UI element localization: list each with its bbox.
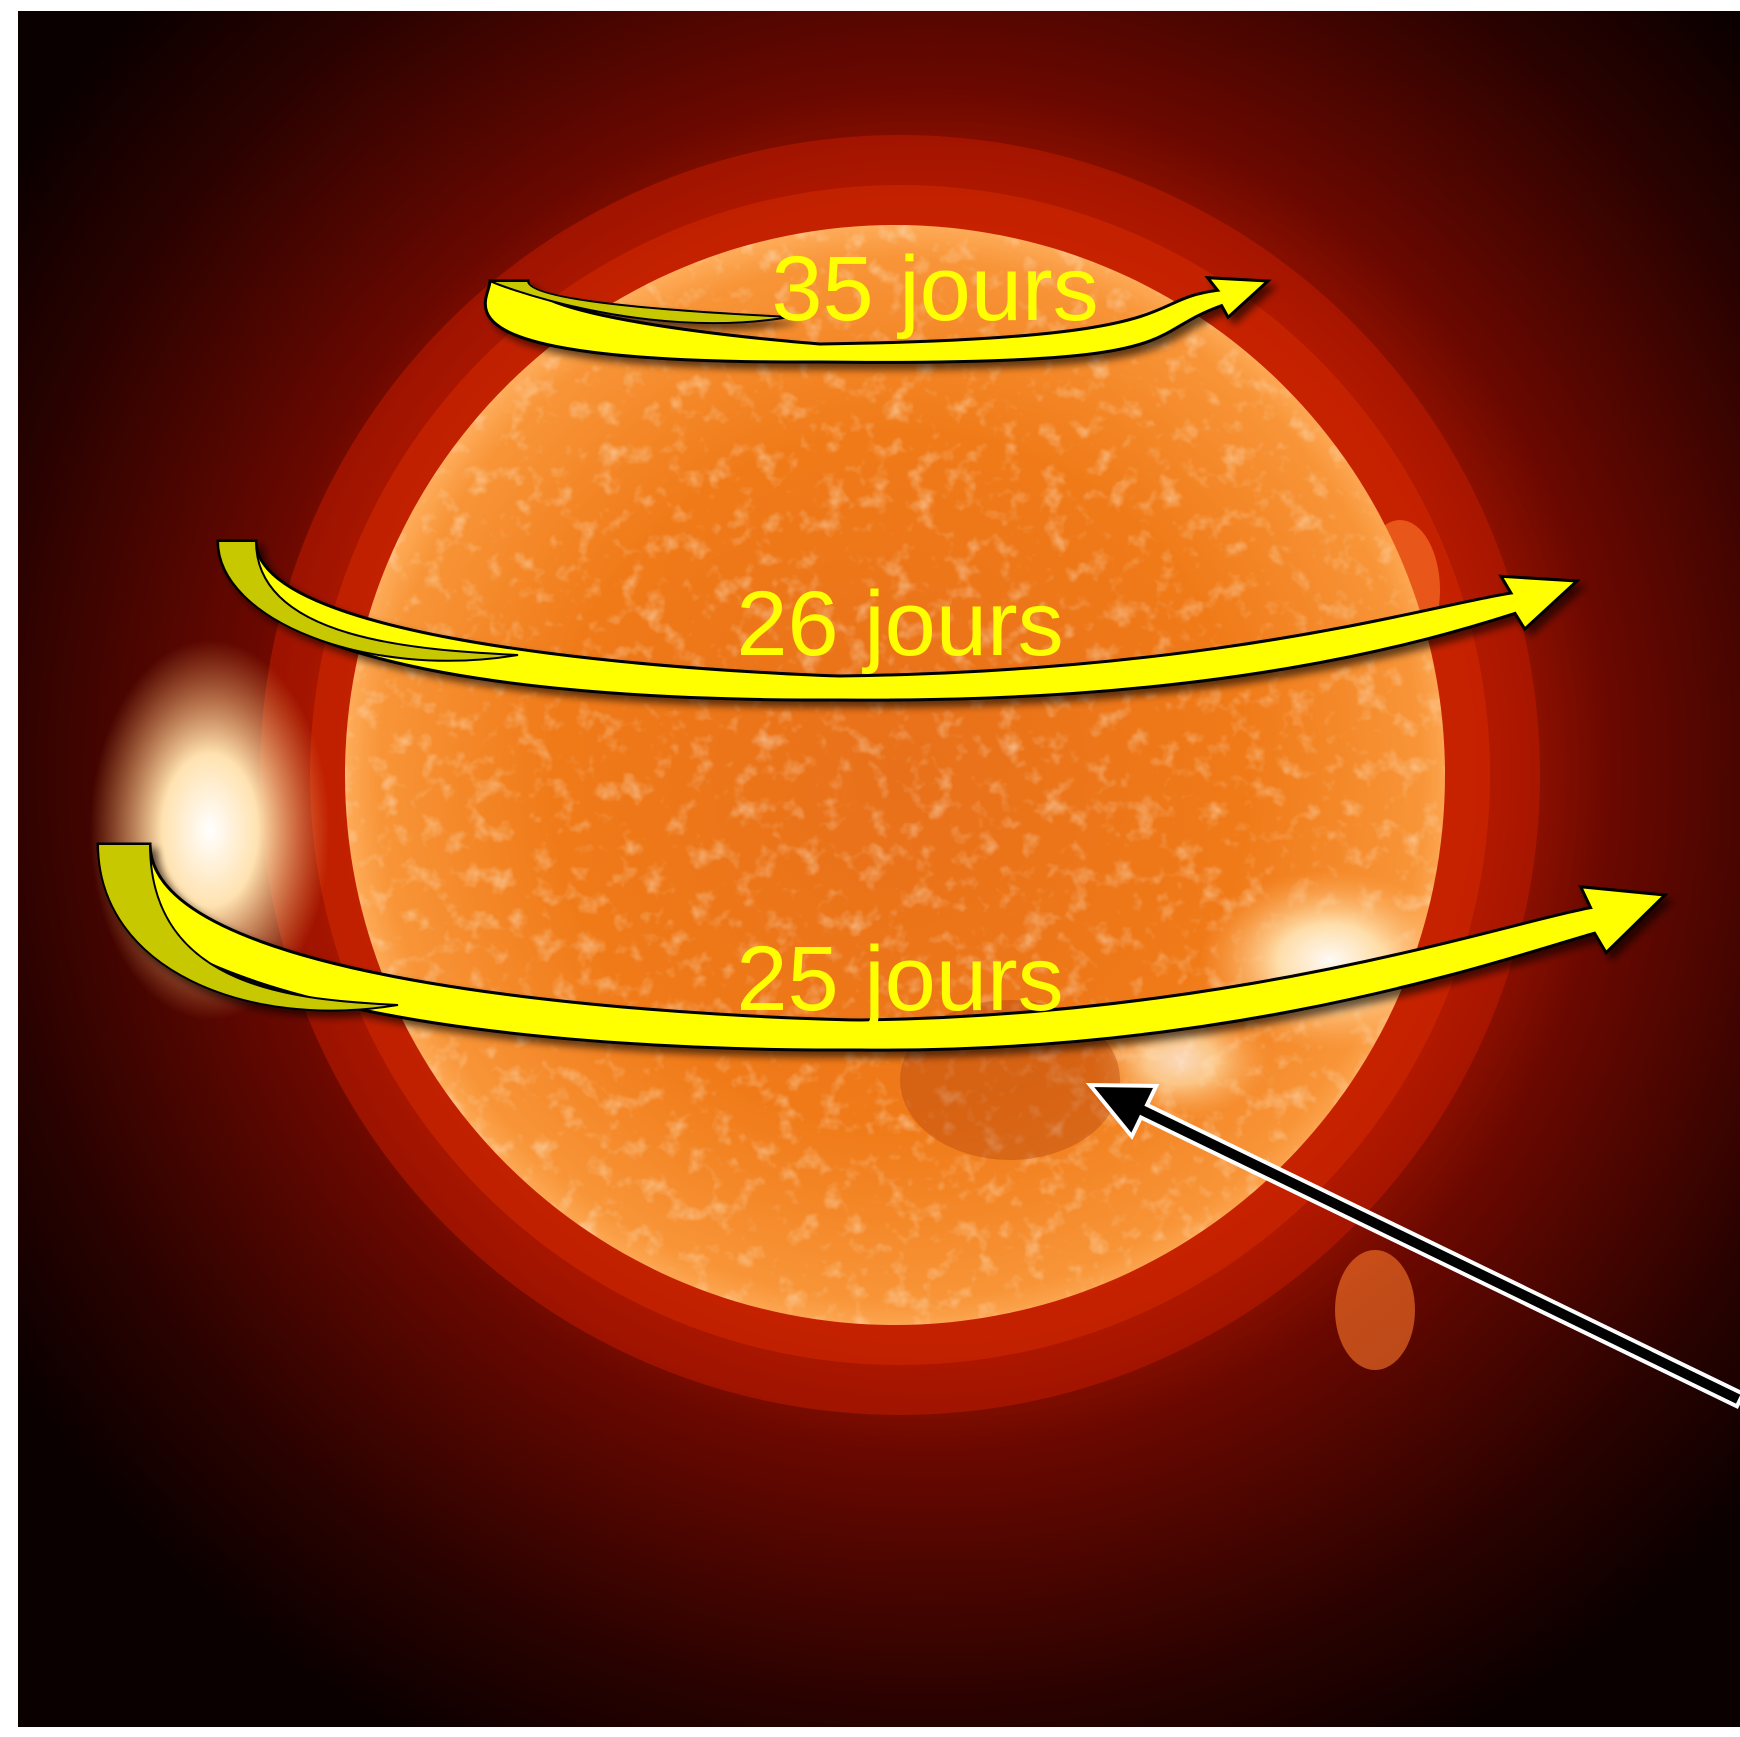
rotation-period-label-high-latitude: 35 jours (771, 238, 1098, 340)
rotation-arrow-tail-shade (96, 843, 399, 1012)
rotation-arrow-mid-latitude (216, 539, 1581, 702)
rotation-arrow-body (216, 539, 1581, 702)
sun-granulation (345, 225, 1445, 1325)
rotation-arrow-high-latitude (483, 276, 1272, 364)
rotation-arrow-body (96, 842, 1669, 1052)
rotation-period-label-equatorial: 25 jours (736, 928, 1063, 1030)
rotation-arrow-equatorial (96, 842, 1669, 1052)
rotation-arrow-tail-shade (488, 280, 791, 325)
pointer-arrow-shape (1085, 1082, 1740, 1409)
rotation-arrows: 35 jours 26 jours 25 jours (96, 238, 1669, 1052)
rotation-arrow-body (483, 276, 1272, 364)
rotation-arrow-tail-shade (216, 540, 519, 662)
prominence-right-lower (1335, 1250, 1415, 1370)
rotation-period-label-mid-latitude: 26 jours (736, 573, 1063, 675)
pointer-arrow-icon (1085, 1082, 1740, 1409)
